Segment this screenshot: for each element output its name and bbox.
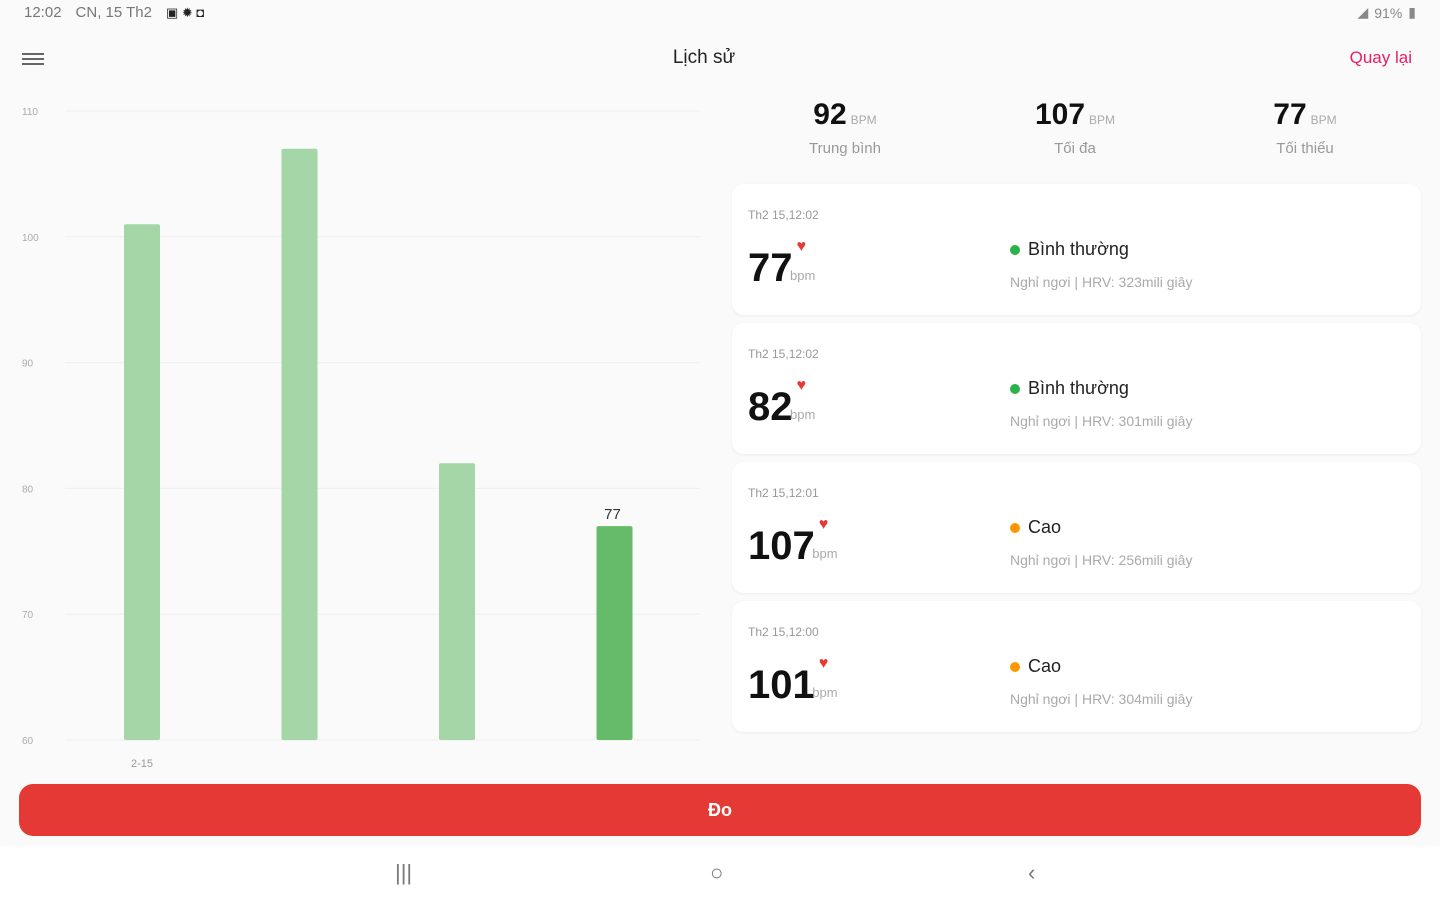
stat-value: 77 <box>1273 98 1307 131</box>
record-unit: bpm <box>812 546 838 561</box>
record-bpm: 82 <box>748 385 793 429</box>
measure-button[interactable]: Đo <box>19 784 1421 836</box>
heart-rate-bar-chart: 110 100 90 80 70 60 2-15 77 <box>22 107 700 770</box>
bar <box>281 148 318 741</box>
battery-icon: ▮ <box>1408 4 1416 20</box>
home-icon[interactable]: ○ <box>710 860 724 885</box>
page-title: Lịch sử <box>672 47 736 68</box>
status-dot <box>1010 244 1020 255</box>
stat-min: 77 BPM Tối thiểu <box>1190 98 1420 157</box>
record-time: Th2 15,12:02 <box>748 208 819 222</box>
record-detail: Nghỉ ngơi | HRV: 304mili giây <box>1010 691 1193 707</box>
y-tick-label: 100 <box>22 233 39 244</box>
menu-icon[interactable] <box>22 50 44 68</box>
record-list: Th2 15,12:02 77 ♥ bpm Bình thường Nghỉ ngơ… <box>732 184 1421 740</box>
record-time: Th2 15,12:02 <box>748 347 819 361</box>
stat-max: 107 BPM Tối đa <box>960 98 1190 157</box>
record-unit: bpm <box>790 268 816 283</box>
stat-unit: BPM <box>850 113 877 127</box>
status-dot <box>1010 661 1020 672</box>
record-bpm: 77 <box>748 246 793 290</box>
stat-label: Tối thiểu <box>1276 140 1334 157</box>
status-dot <box>1010 522 1020 533</box>
stat-value: 92 <box>813 98 847 131</box>
record-card[interactable]: Th2 15,12:02 82 ♥ bpm Bình thường Nghỉ ngơ… <box>732 323 1421 454</box>
record-status: Cao <box>1028 656 1062 676</box>
battery-level: 91% <box>1374 4 1403 21</box>
record-status: Bình thường <box>1028 378 1129 398</box>
record-status: Bình thường <box>1028 239 1129 259</box>
record-unit: bpm <box>812 685 838 700</box>
record-detail: Nghỉ ngơi | HRV: 256mili giây <box>1010 552 1193 568</box>
record-time: Th2 15,12:01 <box>748 486 819 500</box>
system-nav-bar: ||| ○ ‹ <box>0 846 1440 900</box>
notification-icons: ▣ ✹ ◘ <box>165 4 205 20</box>
heart-icon: ♥ <box>796 377 807 394</box>
heart-icon: ♥ <box>818 516 829 533</box>
x-tick-label: 2-15 <box>131 758 153 770</box>
heart-icon: ♥ <box>796 238 807 255</box>
stat-label: Tối đa <box>1054 140 1096 157</box>
record-card[interactable]: Th2 15,12:01 107 ♥ bpm Cao Nghỉ ngơi | HRV… <box>732 462 1421 593</box>
status-bar: 12:02 CN, 15 Th2 ▣ ✹ ◘ <box>24 4 204 21</box>
record-time: Th2 15,12:00 <box>748 625 819 639</box>
y-tick-label: 110 <box>22 107 38 118</box>
signal-icon: ◢ <box>1357 4 1369 20</box>
data-label: 77 <box>604 506 621 523</box>
summary-stats: 92 BPM Trung bình 107 BPM Tối đa 77 BPM Tối th… <box>730 98 1420 157</box>
record-bpm: 107 <box>748 524 815 568</box>
stat-unit: BPM <box>1089 113 1116 127</box>
stat-unit: BPM <box>1310 113 1337 127</box>
y-tick-label: 60 <box>22 736 34 747</box>
y-tick-label: 90 <box>22 359 34 370</box>
bar <box>439 463 475 740</box>
stat-value: 107 <box>1034 98 1086 131</box>
stat-average: 92 BPM Trung bình <box>730 98 960 157</box>
back-button[interactable]: Quay lại <box>1349 48 1412 67</box>
bar <box>596 526 633 740</box>
recent-apps-icon[interactable]: ||| <box>395 860 413 885</box>
record-detail: Nghỉ ngơi | HRV: 323mili giây <box>1010 274 1193 290</box>
y-tick-label: 70 <box>22 610 34 621</box>
stat-label: Trung bình <box>809 140 881 157</box>
record-unit: bpm <box>790 407 816 422</box>
status-time: 12:02 <box>24 4 62 21</box>
status-dot <box>1010 383 1020 394</box>
status-right: ◢ 91% ▮ <box>1357 4 1416 21</box>
status-date: CN, 15 Th2 <box>75 4 152 21</box>
record-card[interactable]: Th2 15,12:00 101 ♥ bpm Cao Nghỉ ngơi | HRV… <box>732 601 1421 732</box>
record-card[interactable]: Th2 15,12:02 77 ♥ bpm Bình thường Nghỉ ngơ… <box>732 184 1421 315</box>
bar <box>124 224 160 741</box>
record-detail: Nghỉ ngơi | HRV: 301mili giây <box>1010 413 1193 429</box>
back-nav-icon[interactable]: ‹ <box>1028 860 1036 885</box>
heart-icon: ♥ <box>818 655 829 672</box>
y-tick-label: 80 <box>22 484 34 495</box>
record-status: Cao <box>1028 517 1062 537</box>
record-bpm: 101 <box>748 663 815 707</box>
